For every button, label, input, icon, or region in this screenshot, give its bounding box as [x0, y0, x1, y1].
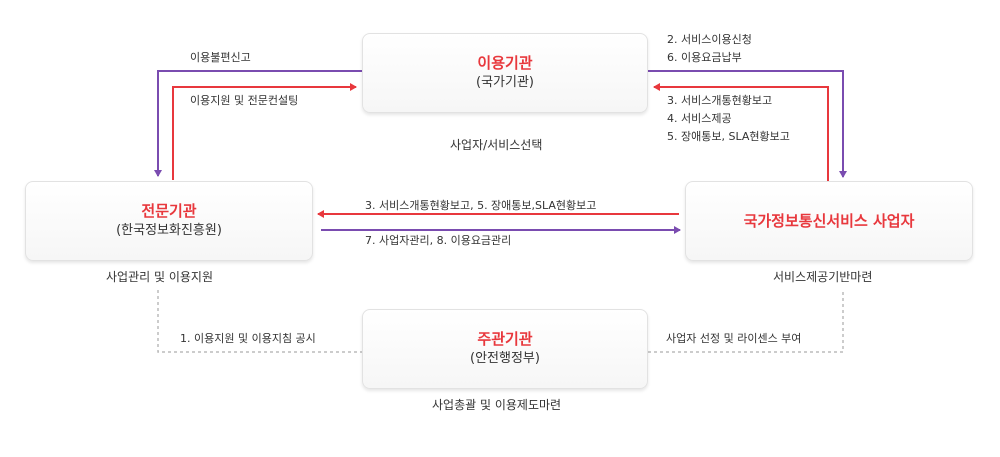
- caption-supervisor: 사업총괄 및 이용제도마련: [432, 398, 562, 412]
- node-provider: 국가정보통신서비스 사업자: [685, 181, 973, 261]
- label-user-to-provider-2: 6. 이용요금납부: [667, 51, 742, 64]
- label-user-to-provider-1: 2. 서비스이용신청: [667, 33, 752, 46]
- dotted-supervisor-provider: [648, 290, 844, 353]
- caption-user-agency: 사업자/서비스선택: [450, 138, 543, 152]
- node-supervisor-title: 주관기관: [477, 330, 533, 348]
- label-provider-to-user-3: 5. 장애통보, SLA현황보고: [667, 130, 790, 143]
- label-provider-to-expert: 3. 서비스개통현황보고, 5. 장애통보,SLA현황보고: [365, 199, 597, 212]
- node-expert-agency-title: 전문기관: [141, 202, 197, 220]
- label-supervisor-expert: 1. 이용지원 및 이용지침 공시: [180, 332, 316, 345]
- node-supervisor-subtitle: (안전행정부): [470, 351, 540, 366]
- node-user-agency-title: 이용기관: [477, 54, 533, 72]
- arrow-expert-to-user: [172, 83, 357, 180]
- node-provider-title: 국가정보통신서비스 사업자: [743, 212, 915, 230]
- label-provider-to-user-1: 3. 서비스개통현황보고: [667, 94, 773, 107]
- label-provider-to-user-2: 4. 서비스제공: [667, 112, 732, 125]
- caption-expert-agency: 사업관리 및 이용지원: [106, 270, 213, 284]
- arrow-user-to-provider: [648, 70, 847, 178]
- label-expert-to-user: 이용지원 및 전문컨설팅: [190, 94, 299, 107]
- dotted-supervisor-expert: [157, 290, 362, 353]
- node-user-agency: 이용기관 (국가기관): [362, 33, 648, 113]
- node-expert-agency: 전문기관 (한국정보화진흥원): [25, 181, 313, 261]
- node-supervisor: 주관기관 (안전행정부): [362, 309, 648, 389]
- arrow-user-to-expert: [154, 70, 362, 177]
- node-expert-agency-subtitle: (한국정보화진흥원): [116, 223, 222, 238]
- node-user-agency-subtitle: (국가기관): [476, 75, 534, 90]
- caption-provider: 서비스제공기반마련: [773, 270, 873, 284]
- label-supervisor-provider: 사업자 선정 및 라이센스 부여: [666, 332, 802, 345]
- label-expert-to-provider: 7. 사업자관리, 8. 이용요금관리: [365, 234, 512, 247]
- label-user-to-expert: 이용불편신고: [190, 51, 251, 64]
- arrow-provider-to-user: [653, 83, 829, 181]
